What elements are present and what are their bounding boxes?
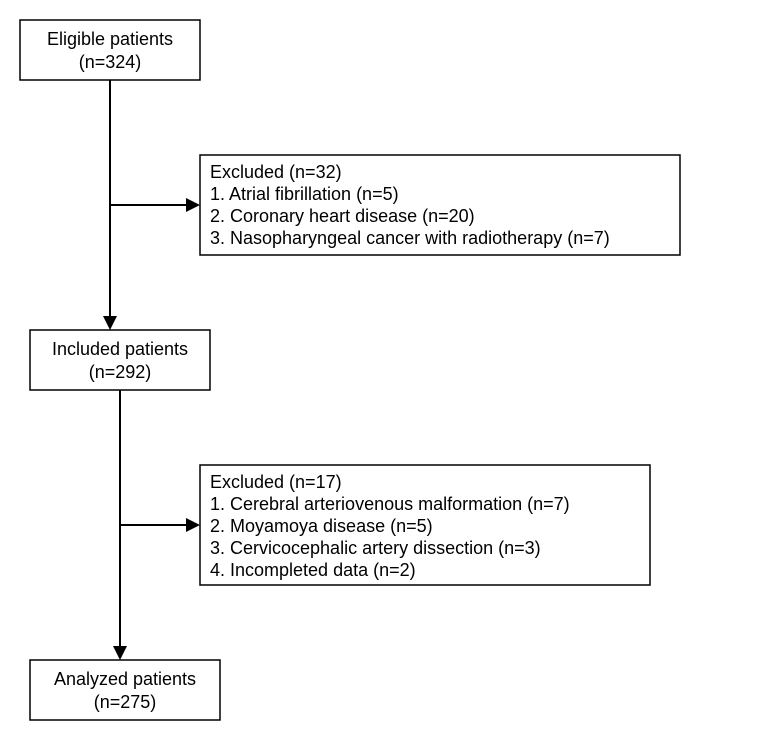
- excluded2-item-4: 4. Incompleted data (n=2): [210, 560, 416, 580]
- arrow-included-to-analyzed: [113, 390, 200, 660]
- box-analyzed: Analyzed patients (n=275): [30, 660, 220, 720]
- excluded2-item-1: 1. Cerebral arteriovenous malformation (…: [210, 494, 570, 514]
- box-excluded-1: Excluded (n=32) 1. Atrial fibrillation (…: [200, 155, 680, 255]
- excluded2-item-3: 3. Cervicocephalic artery dissection (n=…: [210, 538, 541, 558]
- excluded1-item-3: 3. Nasopharyngeal cancer with radiothera…: [210, 228, 610, 248]
- patient-flow-diagram: Eligible patients (n=324) Excluded (n=32…: [0, 0, 778, 735]
- box-eligible: Eligible patients (n=324): [20, 20, 200, 80]
- excluded1-item-1: 1. Atrial fibrillation (n=5): [210, 184, 399, 204]
- included-line2: (n=292): [89, 362, 152, 382]
- arrow-eligible-to-included: [103, 80, 200, 330]
- analyzed-line1: Analyzed patients: [54, 669, 196, 689]
- eligible-line1: Eligible patients: [47, 29, 173, 49]
- box-excluded-2: Excluded (n=17) 1. Cerebral arteriovenou…: [200, 465, 650, 585]
- box-included: Included patients (n=292): [30, 330, 210, 390]
- eligible-line2: (n=324): [79, 52, 142, 72]
- excluded1-item-2: 2. Coronary heart disease (n=20): [210, 206, 475, 226]
- excluded1-heading: Excluded (n=32): [210, 162, 342, 182]
- excluded2-heading: Excluded (n=17): [210, 472, 342, 492]
- analyzed-line2: (n=275): [94, 692, 157, 712]
- included-line1: Included patients: [52, 339, 188, 359]
- excluded2-item-2: 2. Moyamoya disease (n=5): [210, 516, 433, 536]
